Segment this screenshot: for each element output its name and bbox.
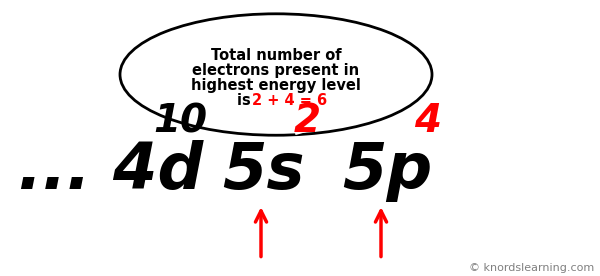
Text: © knordslearning.com: © knordslearning.com xyxy=(469,263,594,273)
Ellipse shape xyxy=(120,14,432,135)
Text: 5p: 5p xyxy=(342,140,432,202)
Text: 2: 2 xyxy=(294,102,321,140)
Text: Total number of: Total number of xyxy=(211,48,341,63)
Text: 4: 4 xyxy=(414,102,441,140)
Text: 10: 10 xyxy=(153,102,207,140)
Text: is: is xyxy=(237,93,256,108)
Polygon shape xyxy=(297,126,327,134)
Text: 2 + 4 = 6: 2 + 4 = 6 xyxy=(252,93,327,108)
Text: highest energy level: highest energy level xyxy=(191,78,361,93)
Text: 5s: 5s xyxy=(222,140,305,202)
Text: ... 4d: ... 4d xyxy=(18,140,203,202)
Text: electrons present in: electrons present in xyxy=(193,63,359,78)
